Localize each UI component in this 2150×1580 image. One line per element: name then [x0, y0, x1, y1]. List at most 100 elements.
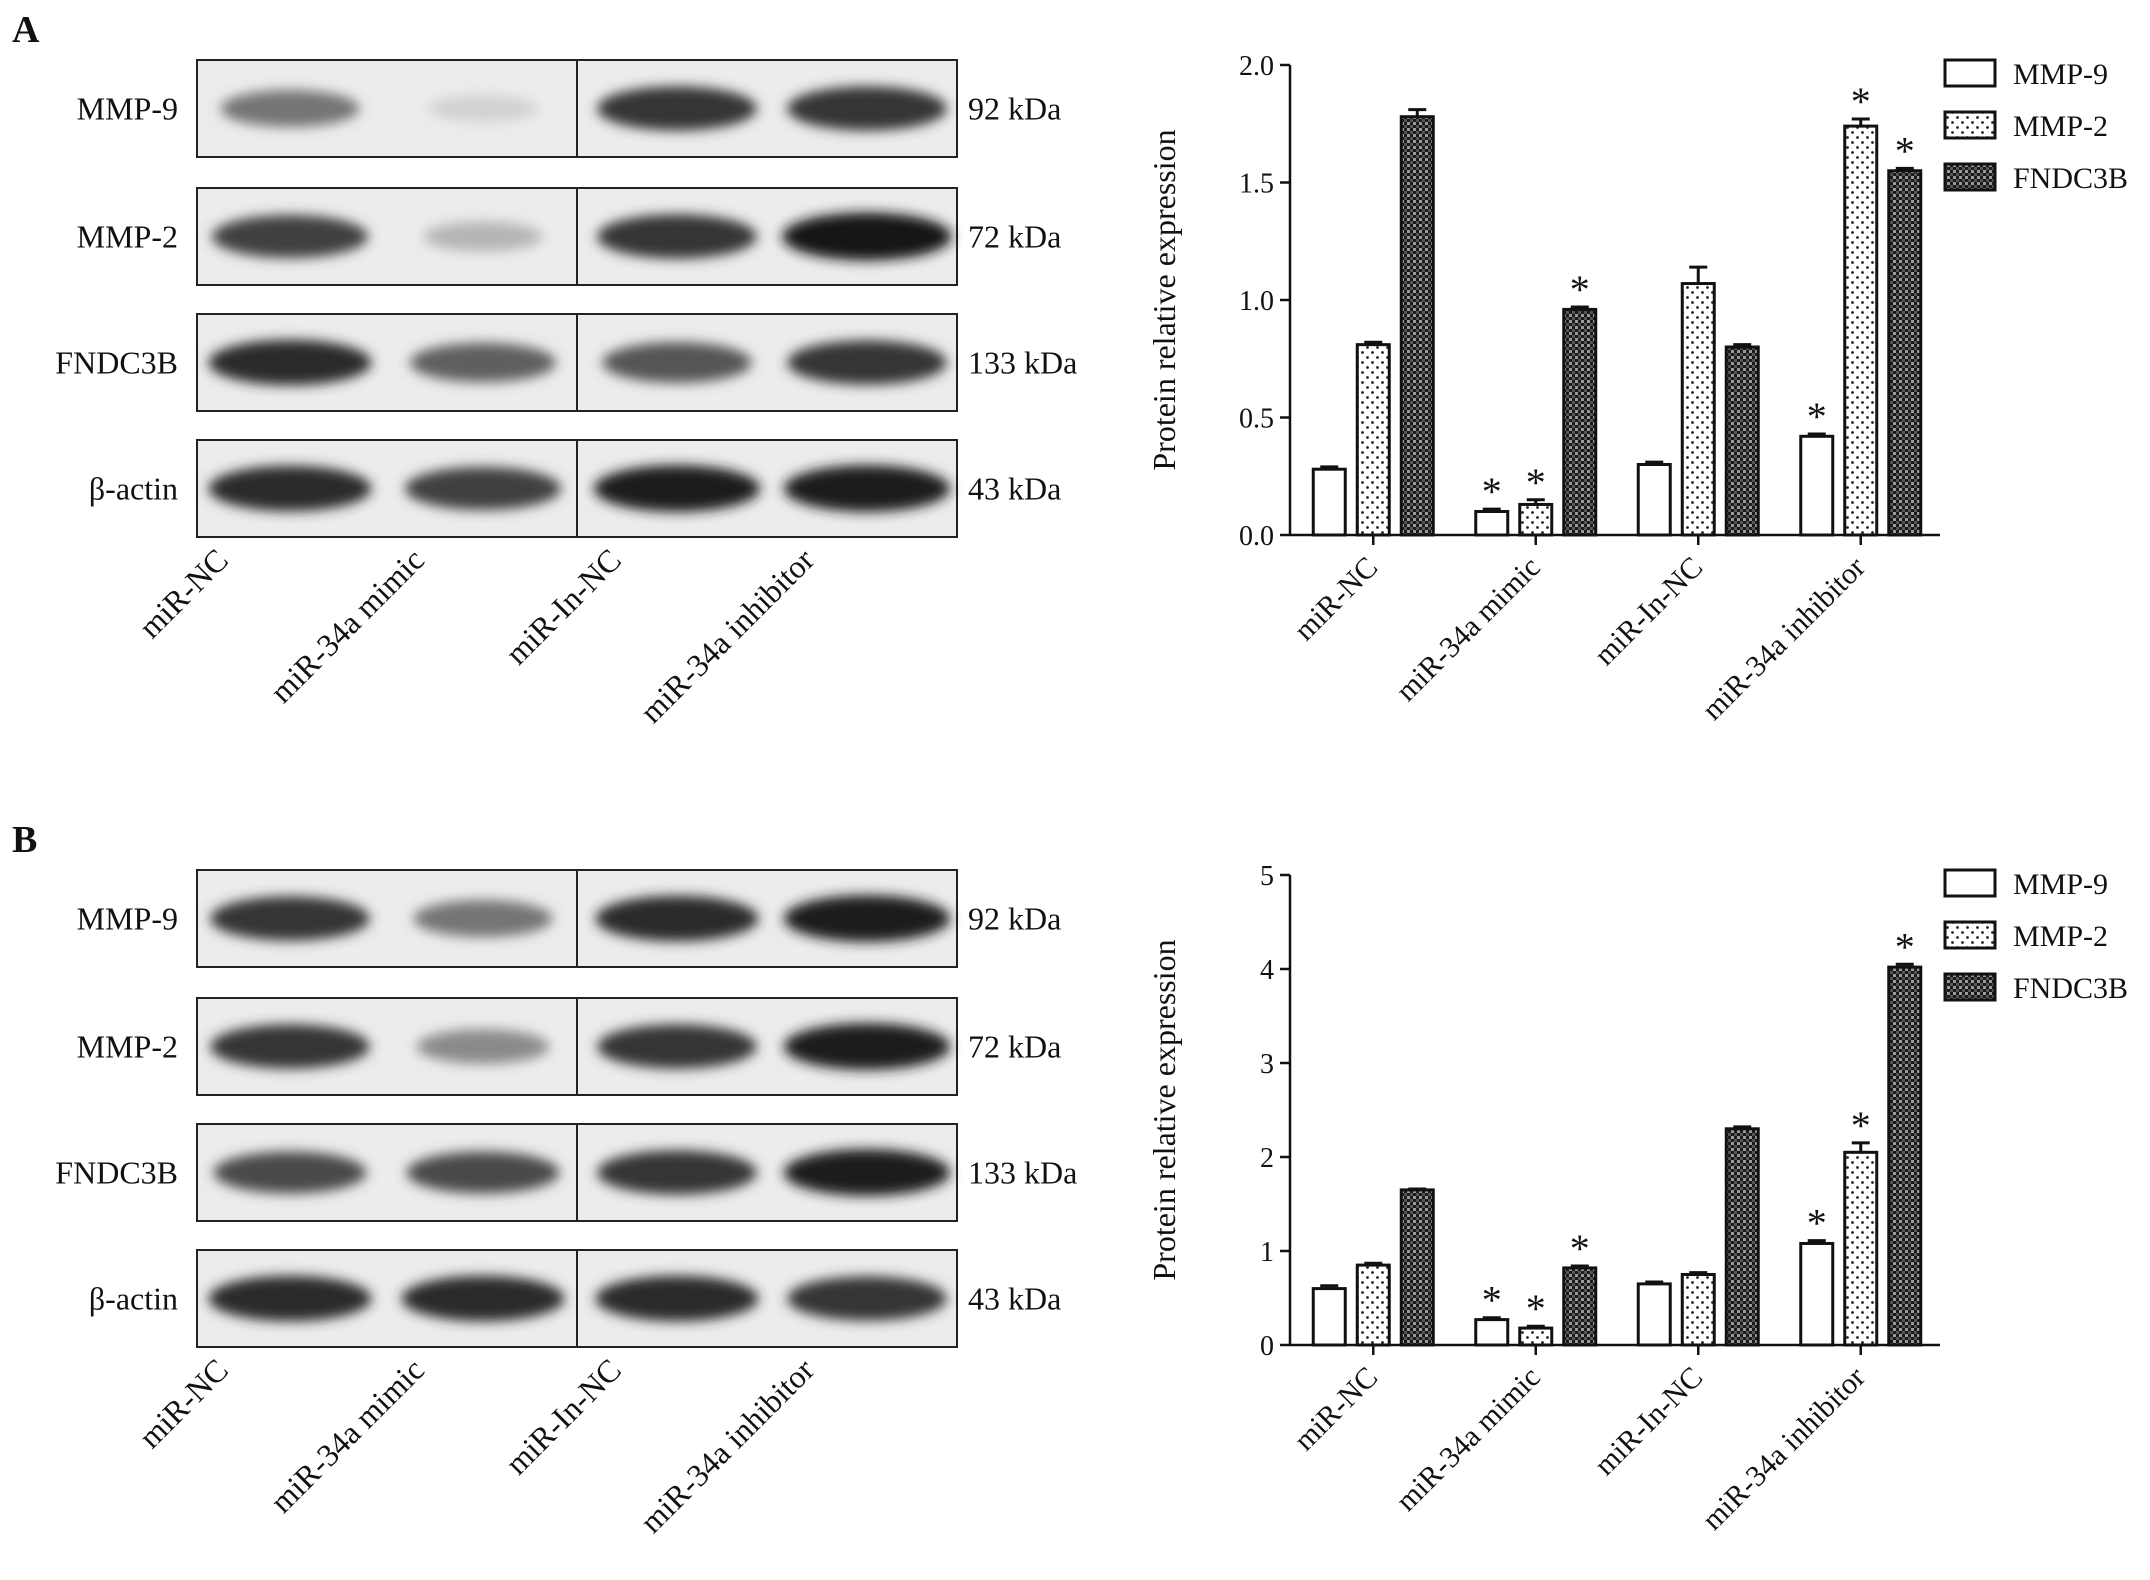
significance-star: * [1895, 924, 1915, 969]
y-tick-label: 2 [1260, 1143, 1274, 1174]
blot-band [593, 465, 761, 512]
legend-label: MMP-9 [2013, 58, 2108, 91]
protein-label: FNDC3B [55, 345, 178, 381]
bar-mmp-2-mir-nc [1355, 343, 1391, 537]
bar-mmp-9-mir-34a-inhibitor [1799, 434, 1835, 537]
blot-row-fndc3b: FNDC3B 133 kDa [55, 1123, 1077, 1222]
lane-label: miR-34a mimic [263, 1351, 431, 1519]
protein-label: MMP-9 [77, 91, 178, 127]
blot-band [597, 1150, 757, 1195]
bar-fndc3b-mir-in-nc [1724, 345, 1760, 537]
x-tick-label: miR-NC [1288, 1361, 1384, 1457]
significance-star: * [1526, 460, 1546, 505]
y-tick-label: 3 [1260, 1049, 1274, 1080]
legend-swatch [1943, 58, 1997, 88]
significance-star: * [1570, 267, 1590, 312]
kda-label: 72 kDa [968, 1029, 1061, 1065]
y-tick-label: 1.0 [1239, 286, 1274, 317]
bar-mmp-2-mir-nc [1355, 1263, 1391, 1347]
bar-chart-a: 0.0 0.5 1.0 1.5 2.0 Protein relative expressi… [1146, 51, 2128, 727]
blot-band [787, 86, 947, 131]
legend-swatch [1943, 920, 1997, 950]
blot-band [208, 1275, 372, 1322]
bar-mmp-2-mir-in-nc [1680, 282, 1716, 537]
blot-band [597, 214, 757, 259]
lane-label: miR-In-NC [498, 1351, 628, 1481]
blot-band [406, 1151, 560, 1194]
kda-label: 72 kDa [968, 219, 1061, 255]
blot-band [211, 214, 369, 259]
blot-band [423, 221, 543, 252]
legend-item-mmp-9: MMP-9 [1943, 58, 2108, 91]
blot-row-mmp-9: MMP-9 92 kDa [77, 869, 1061, 968]
legend-swatch [1943, 110, 1997, 140]
bar-fndc3b-mir-34a-mimic [1562, 1266, 1598, 1347]
blot-band [210, 896, 370, 941]
blot-band [783, 465, 951, 512]
significance-star: * [1895, 128, 1915, 173]
blot-band [404, 466, 562, 511]
panel-letter-a: A [12, 9, 40, 51]
blot-band [597, 86, 757, 131]
legend-item-mmp-2: MMP-2 [1943, 110, 2108, 143]
lane-label: miR-34a inhibitor [633, 1351, 821, 1539]
panel-letter-b: B [12, 819, 38, 861]
blot-band [213, 1151, 367, 1194]
bar-mmp-9-mir-nc [1311, 1287, 1347, 1347]
kda-label: 92 kDa [968, 901, 1061, 937]
blot-band [220, 89, 360, 128]
legend-item-mmp-2: MMP-2 [1943, 920, 2108, 953]
x-tick-label: miR-NC [1288, 551, 1384, 647]
kda-label: 133 kDa [968, 1155, 1077, 1191]
bar-mmp-9-mir-34a-mimic [1474, 1318, 1510, 1347]
blot-band [783, 1149, 951, 1196]
blot-band [787, 340, 947, 385]
y-tick-label: 1.5 [1239, 169, 1274, 200]
significance-star: * [1807, 394, 1827, 439]
kda-label: 43 kDa [968, 1281, 1061, 1317]
bar-fndc3b-mir-34a-inhibitor [1887, 169, 1923, 537]
significance-star: * [1807, 1201, 1827, 1246]
significance-star: * [1851, 79, 1871, 124]
blot-band [401, 1275, 565, 1322]
blot-band [783, 1023, 951, 1070]
bar-mmp-2-mir-34a-mimic [1518, 502, 1554, 537]
blot-band [787, 1276, 947, 1321]
x-tick-label: miR-In-NC [1588, 551, 1709, 672]
blot-band [427, 95, 539, 122]
blot-band [602, 342, 752, 383]
blot-row-actin: β-actin 43 kDa [89, 1249, 1061, 1348]
kda-label: 43 kDa [968, 471, 1061, 507]
bar-mmp-9-mir-in-nc [1636, 463, 1672, 537]
x-tick-label: miR-34a mimic [1390, 551, 1547, 708]
bar-mmp-2-mir-34a-inhibitor [1843, 1150, 1879, 1347]
blot-band [595, 1275, 759, 1322]
bar-fndc3b-mir-in-nc [1724, 1127, 1760, 1347]
blot-band [208, 465, 372, 512]
blot-row-mmp-2: MMP-2 72 kDa [77, 997, 1061, 1096]
blot-band [595, 895, 759, 942]
x-tick-label: miR-34a inhibitor [1696, 1361, 1872, 1537]
blot-band [208, 339, 372, 386]
lane-label: miR-34a mimic [263, 541, 431, 709]
legend-label: MMP-2 [2013, 110, 2108, 143]
significance-star: * [1851, 1103, 1871, 1148]
legend-label: FNDC3B [2013, 162, 2128, 195]
legend-item-mmp-9: MMP-9 [1943, 868, 2108, 901]
bar-chart-b: 0 1 2 3 4 5 Protein relative expression miR-NC *… [1146, 861, 2128, 1537]
bar-fndc3b-mir-34a-inhibitor [1887, 965, 1923, 1347]
legend-item-fndc3b: FNDC3B [1943, 162, 2128, 195]
lane-label: miR-NC [132, 1351, 235, 1454]
western-blot-a: MMP-9 92 kDa MMP-2 72 kDa FNDC3B 133 kDa β-act… [55, 59, 1077, 730]
bar-mmp-9-mir-nc [1311, 467, 1347, 537]
bar-fndc3b-mir-34a-mimic [1562, 307, 1598, 537]
x-tick-label: miR-34a inhibitor [1696, 551, 1872, 727]
lane-label: miR-34a inhibitor [633, 541, 821, 729]
protein-label: FNDC3B [55, 1155, 178, 1191]
blot-band [597, 1024, 757, 1069]
bar-mmp-2-mir-in-nc [1680, 1273, 1716, 1347]
protein-label: MMP-9 [77, 901, 178, 937]
protein-label: MMP-2 [77, 219, 178, 255]
y-tick-label: 0 [1260, 1331, 1274, 1362]
y-tick-label: 1 [1260, 1237, 1274, 1268]
